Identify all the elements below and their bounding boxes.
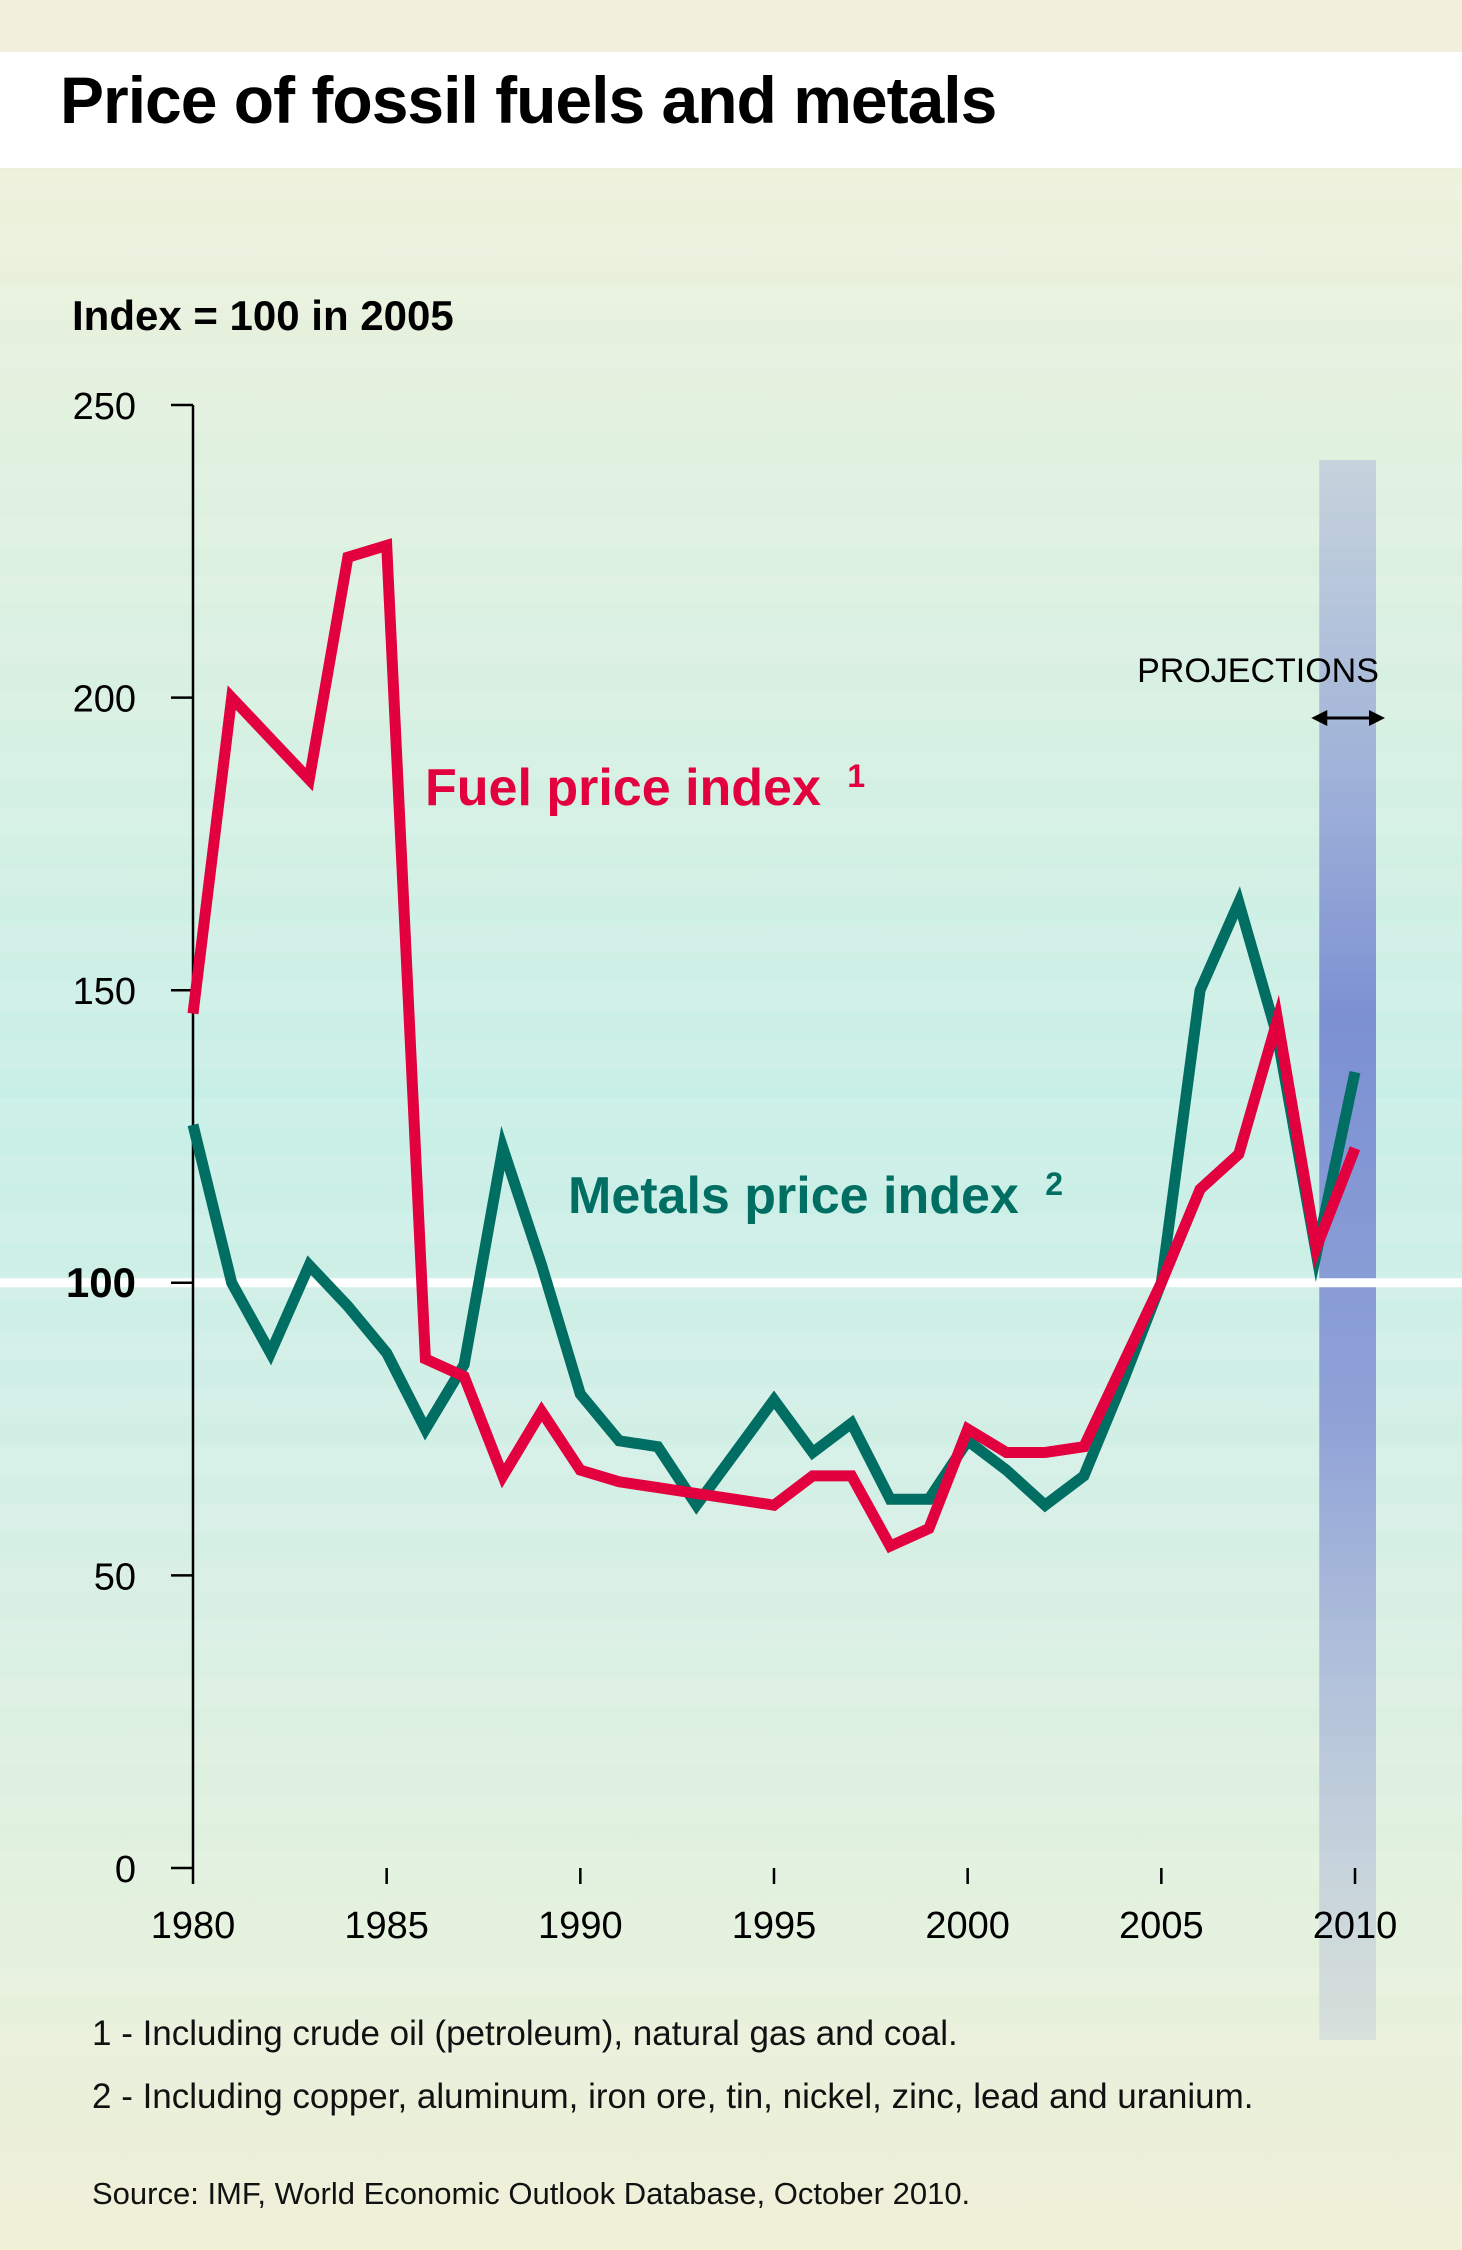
stripe xyxy=(0,402,1462,431)
projection-arrow xyxy=(1311,710,1385,726)
stripe xyxy=(0,1330,1462,1359)
arrow-head-right xyxy=(1369,710,1385,726)
x-tick-label: 2000 xyxy=(925,1905,1010,1947)
stripe xyxy=(0,1504,1462,1533)
stripe xyxy=(0,576,1462,605)
stripe xyxy=(0,286,1462,315)
projection-band xyxy=(1319,460,1376,2040)
y-tick-label: 150 xyxy=(73,971,136,1013)
background-stripes xyxy=(0,170,1462,2055)
footnote-1: 1 - Including crude oil (petroleum), nat… xyxy=(92,2014,958,2053)
stripe xyxy=(0,518,1462,547)
y-tick-label: 0 xyxy=(115,1849,136,1891)
stripe xyxy=(0,1388,1462,1417)
fuel-series-name: Fuel price index xyxy=(425,759,821,817)
metals-series-note: 2 xyxy=(1045,1166,1063,1202)
x-tick-label: 2010 xyxy=(1313,1905,1398,1947)
stripe xyxy=(0,1736,1462,1765)
stripe xyxy=(0,982,1462,1011)
stripe xyxy=(0,1562,1462,1591)
stripe xyxy=(0,750,1462,779)
stripe xyxy=(0,344,1462,373)
y-tick-label: 250 xyxy=(73,386,136,428)
stripe xyxy=(0,1098,1462,1127)
stripe xyxy=(0,460,1462,489)
stripe xyxy=(0,1620,1462,1649)
arrow-head-left xyxy=(1311,710,1328,726)
stripe xyxy=(0,1678,1462,1707)
footnote-2: 2 - Including copper, aluminum, iron ore… xyxy=(92,2077,1254,2116)
stripe xyxy=(0,866,1462,895)
y-ticks: 0 50 100 150 200 250 xyxy=(66,386,193,1891)
stripe xyxy=(0,1852,1462,1881)
chart-title: Price of fossil fuels and metals xyxy=(60,63,997,137)
x-tick-label: 1995 xyxy=(732,1905,817,1947)
stripe xyxy=(0,1214,1462,1243)
stripe xyxy=(0,1040,1462,1069)
stripe xyxy=(0,2026,1462,2055)
series-lines xyxy=(187,538,1361,1554)
stripe xyxy=(0,634,1462,663)
y-tick-label: 100 xyxy=(66,1259,136,1306)
plot-background xyxy=(0,168,1462,2250)
x-tick-label: 1985 xyxy=(344,1905,429,1947)
metals-series-label: Metals price index 2 xyxy=(568,1166,1063,1225)
stripe xyxy=(0,228,1462,257)
fuel-series-note: 1 xyxy=(847,758,865,794)
stripe xyxy=(0,808,1462,837)
stripe xyxy=(0,1794,1462,1823)
x-tick-label: 1990 xyxy=(538,1905,623,1947)
y-tick-label: 50 xyxy=(94,1556,136,1598)
metals-series-name: Metals price index xyxy=(568,1167,1019,1225)
stripe xyxy=(0,692,1462,721)
title-bar xyxy=(0,52,1462,168)
x-ticks: 1980 1985 1990 1995 2000 2005 2010 xyxy=(151,1868,1398,1947)
x-tick-label: 2005 xyxy=(1119,1905,1204,1947)
projections-label: PROJECTIONS xyxy=(1137,652,1379,690)
y-axis-label: Index = 100 in 2005 xyxy=(72,292,454,339)
x-tick-label: 1980 xyxy=(151,1905,236,1947)
stripe xyxy=(0,1968,1462,1997)
fuel-series-label: Fuel price index 1 xyxy=(425,758,865,817)
y-tick-label: 200 xyxy=(73,679,136,721)
source-note: Source: IMF, World Economic Outlook Data… xyxy=(92,2176,971,2211)
stripe xyxy=(0,1910,1462,1939)
stripe xyxy=(0,170,1462,199)
